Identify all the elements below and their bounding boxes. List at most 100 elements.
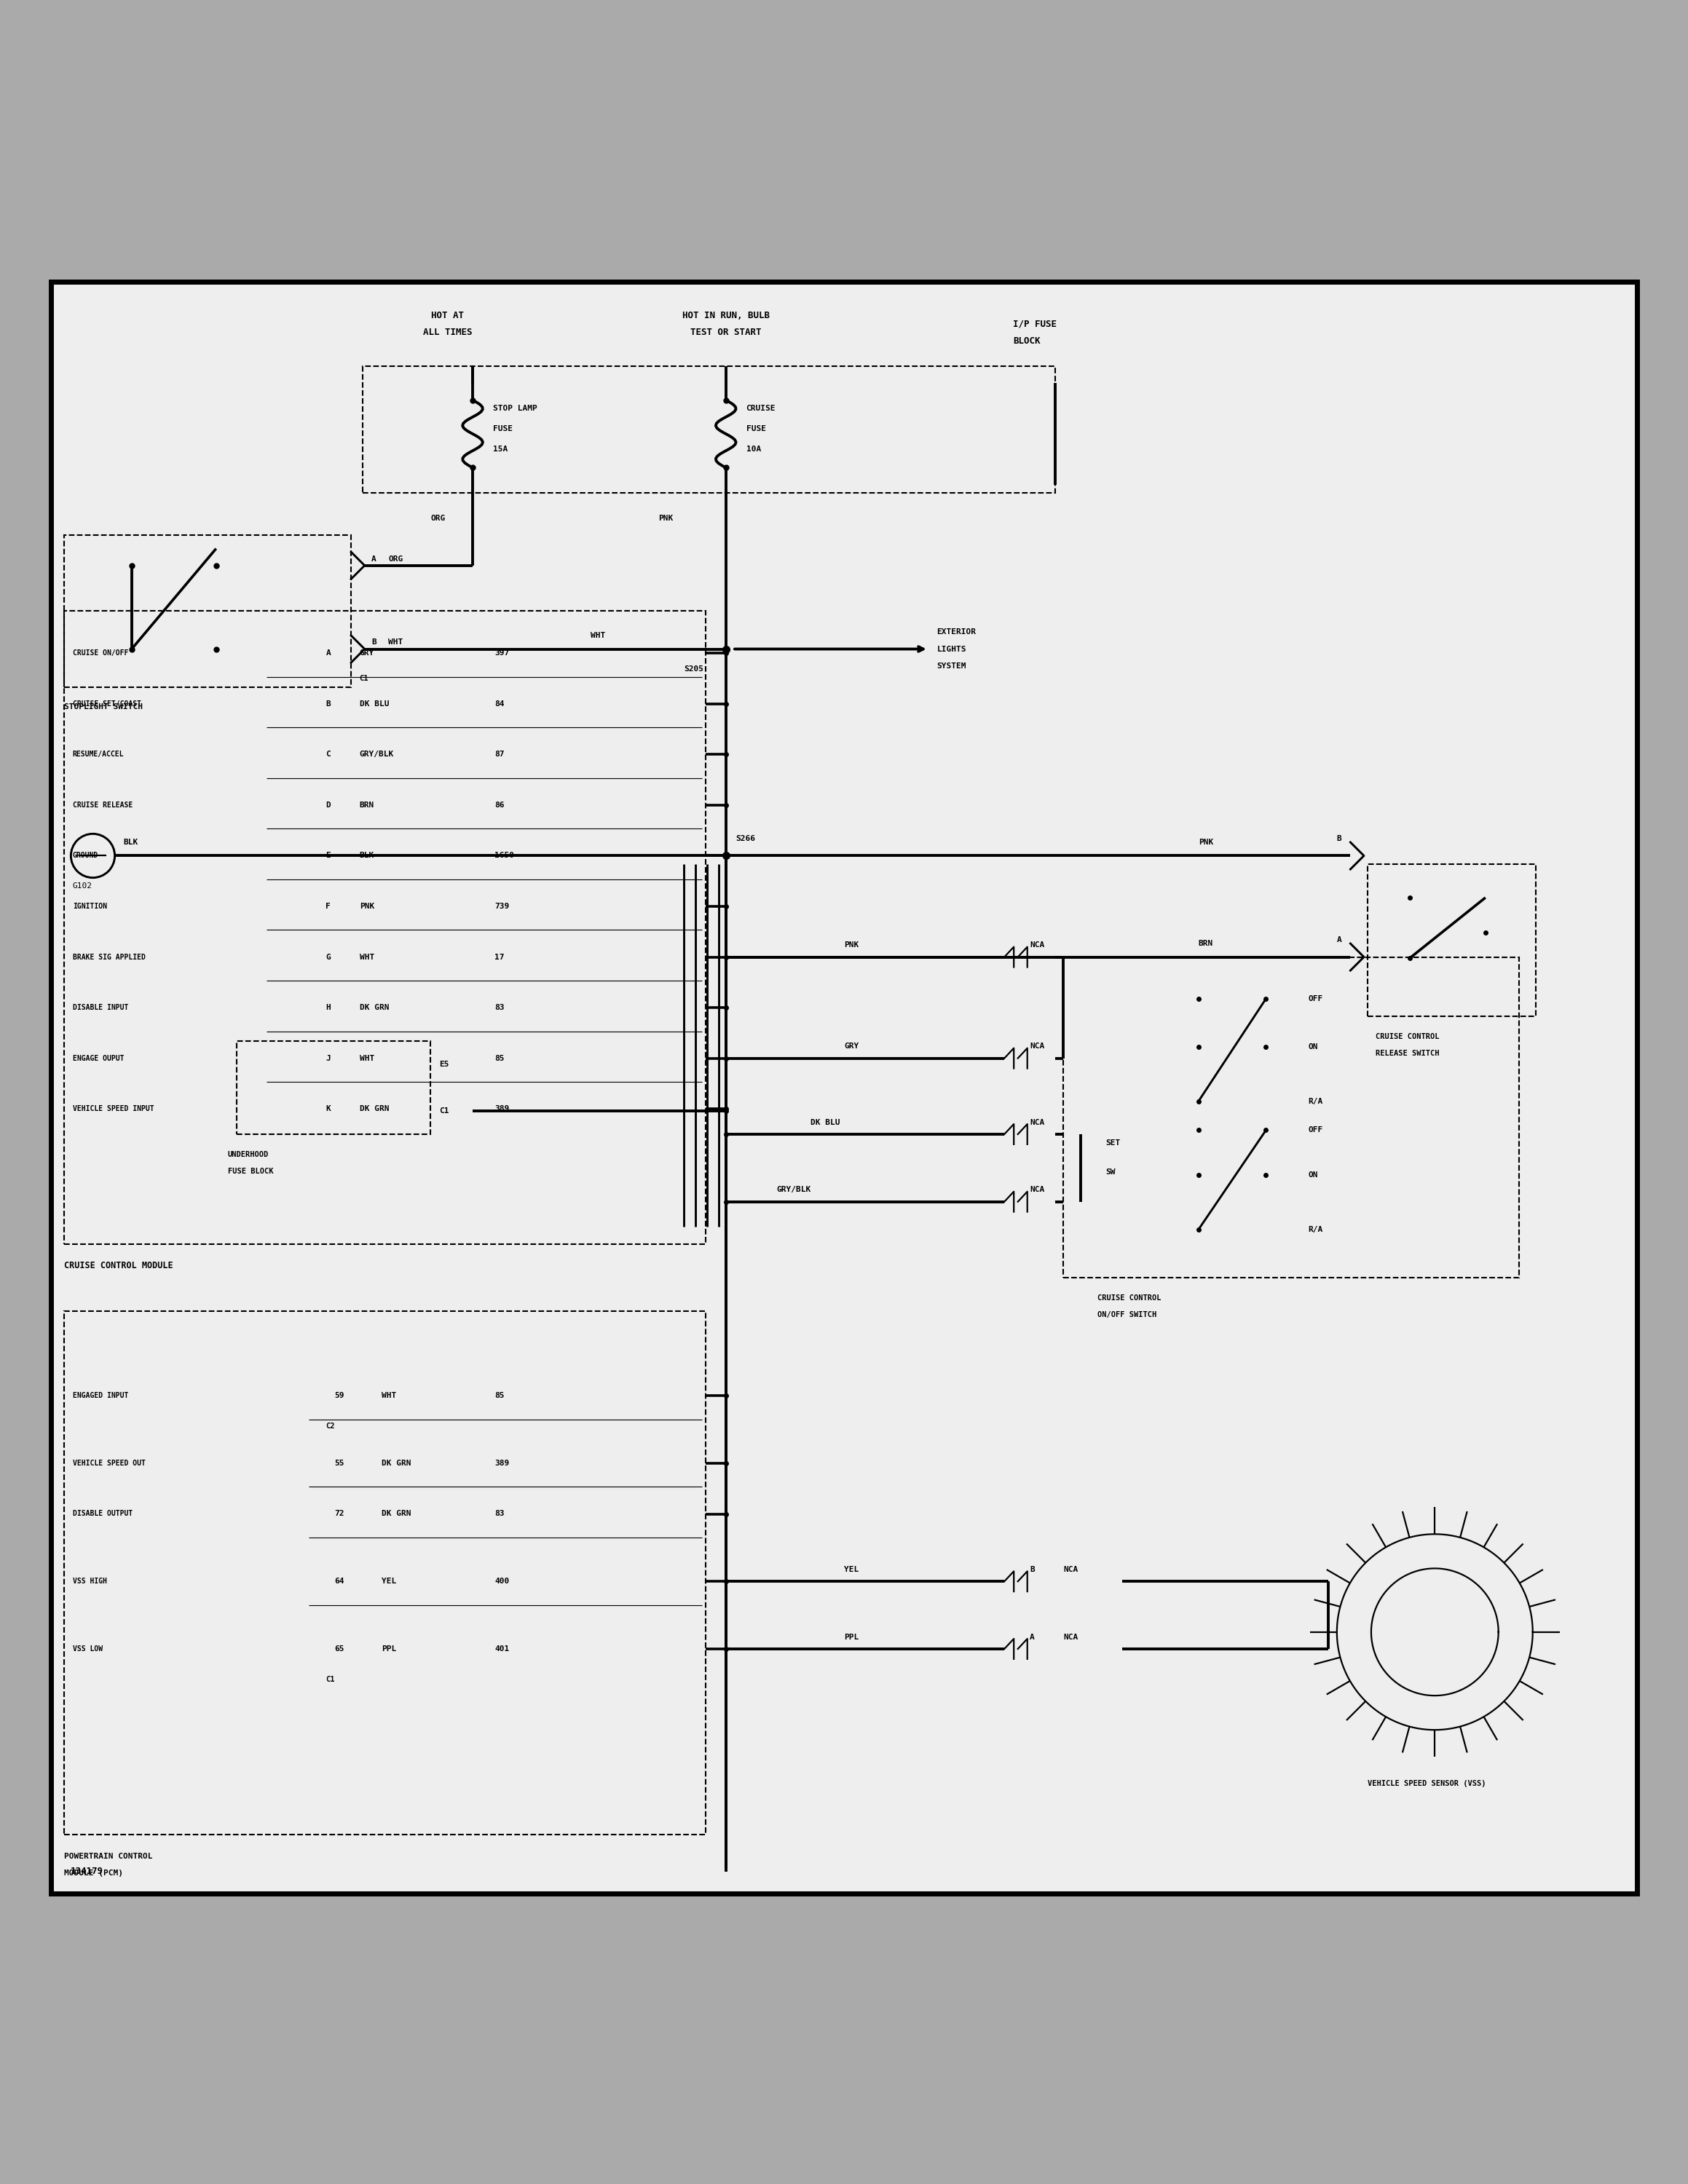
Text: FUSE: FUSE	[746, 426, 766, 432]
Text: 83: 83	[495, 1511, 505, 1518]
Text: HOT AT: HOT AT	[430, 310, 464, 321]
Bar	[363, 367, 1055, 494]
Text: 59: 59	[334, 1391, 344, 1400]
Text: A: A	[371, 555, 376, 563]
Text: RESUME/ACCEL: RESUME/ACCEL	[73, 751, 123, 758]
Bar	[64, 612, 706, 1245]
Text: A: A	[1337, 937, 1342, 943]
Text: H: H	[326, 1005, 331, 1011]
Text: EXTERIOR: EXTERIOR	[937, 629, 976, 636]
Text: ORG: ORG	[388, 555, 403, 563]
Text: ON/OFF SWITCH: ON/OFF SWITCH	[1097, 1310, 1156, 1319]
Text: K: K	[326, 1105, 331, 1112]
Text: VEHICLE SPEED SENSOR (VSS): VEHICLE SPEED SENSOR (VSS)	[1367, 1780, 1485, 1787]
Text: FUSE BLOCK: FUSE BLOCK	[228, 1168, 273, 1175]
Text: J: J	[326, 1055, 331, 1061]
Text: ON: ON	[1308, 1044, 1318, 1051]
Text: NCA: NCA	[1063, 1634, 1079, 1640]
Text: 10A: 10A	[746, 446, 761, 452]
Text: BRAKE SIG APPLIED: BRAKE SIG APPLIED	[73, 954, 145, 961]
Text: C1: C1	[360, 675, 368, 681]
Text: F: F	[326, 902, 331, 911]
Text: ON: ON	[1308, 1171, 1318, 1179]
Text: ENGAGED INPUT: ENGAGED INPUT	[73, 1391, 128, 1400]
Text: 15A: 15A	[493, 446, 508, 452]
Text: CRUISE SET/COAST: CRUISE SET/COAST	[73, 701, 142, 708]
Text: 389: 389	[495, 1105, 510, 1112]
Text: WHT: WHT	[591, 631, 606, 640]
Text: G102: G102	[73, 882, 93, 889]
Text: BLK: BLK	[123, 839, 138, 845]
Text: DISABLE OUTPUT: DISABLE OUTPUT	[73, 1511, 132, 1518]
Text: 86: 86	[495, 802, 505, 808]
Text: BRN: BRN	[1198, 939, 1214, 948]
Text: GRY/BLK: GRY/BLK	[776, 1186, 810, 1192]
Text: DISABLE INPUT: DISABLE INPUT	[73, 1005, 128, 1011]
Text: 65: 65	[334, 1645, 344, 1653]
Text: GROUND: GROUND	[73, 852, 98, 858]
Bar	[64, 535, 351, 688]
Bar	[1063, 957, 1519, 1278]
Text: NCA: NCA	[1030, 941, 1045, 948]
Text: B: B	[326, 701, 331, 708]
Text: VSS HIGH: VSS HIGH	[73, 1577, 106, 1586]
Text: 85: 85	[495, 1055, 505, 1061]
Text: D: D	[326, 802, 331, 808]
Text: PPL: PPL	[381, 1645, 397, 1653]
Text: PNK: PNK	[360, 902, 375, 911]
Text: R/A: R/A	[1308, 1099, 1323, 1105]
Text: 87: 87	[495, 751, 505, 758]
Text: I/P FUSE: I/P FUSE	[1013, 319, 1057, 330]
Text: STOPLIGHT SWITCH: STOPLIGHT SWITCH	[64, 703, 143, 710]
Text: OFF: OFF	[1308, 996, 1323, 1002]
Text: CRUISE CONTROL MODULE: CRUISE CONTROL MODULE	[64, 1260, 174, 1271]
Text: CRUISE CONTROL: CRUISE CONTROL	[1376, 1033, 1440, 1040]
Text: S266: S266	[736, 834, 756, 843]
Text: OFF: OFF	[1308, 1127, 1323, 1133]
Text: POWERTRAIN CONTROL: POWERTRAIN CONTROL	[64, 1852, 152, 1861]
Text: 64: 64	[334, 1577, 344, 1586]
Text: GRY: GRY	[360, 649, 375, 657]
Text: MODULE (PCM): MODULE (PCM)	[64, 1870, 123, 1876]
Text: TEST OR START: TEST OR START	[690, 328, 761, 336]
Text: C: C	[326, 751, 331, 758]
Text: VEHICLE SPEED INPUT: VEHICLE SPEED INPUT	[73, 1105, 154, 1112]
Text: PNK: PNK	[844, 941, 859, 948]
Text: 400: 400	[495, 1577, 510, 1586]
Text: NCA: NCA	[1030, 1118, 1045, 1127]
Text: DK BLU: DK BLU	[360, 701, 388, 708]
Text: 17: 17	[495, 954, 505, 961]
Text: PNK: PNK	[1198, 839, 1214, 845]
Text: B: B	[371, 638, 376, 646]
Text: 1650: 1650	[495, 852, 515, 858]
Text: 83: 83	[495, 1005, 505, 1011]
Text: C1: C1	[326, 1675, 334, 1684]
Text: C2: C2	[326, 1422, 334, 1431]
Text: YEL: YEL	[844, 1566, 859, 1572]
Text: ENGAGE OUPUT: ENGAGE OUPUT	[73, 1055, 123, 1061]
Text: C1: C1	[439, 1107, 449, 1114]
Text: PPL: PPL	[844, 1634, 859, 1640]
Text: B: B	[1030, 1566, 1035, 1572]
Text: 401: 401	[495, 1645, 510, 1653]
Text: SW: SW	[1106, 1168, 1116, 1175]
Text: SET: SET	[1106, 1140, 1121, 1147]
Bar	[64, 1310, 706, 1835]
Text: RELEASE SWITCH: RELEASE SWITCH	[1376, 1051, 1440, 1057]
Bar	[236, 1042, 430, 1133]
Text: BRN: BRN	[360, 802, 375, 808]
Text: NCA: NCA	[1063, 1566, 1079, 1572]
Text: GRY: GRY	[844, 1042, 859, 1051]
Text: WHT: WHT	[360, 1055, 375, 1061]
Text: CRUISE ON/OFF: CRUISE ON/OFF	[73, 649, 128, 657]
Text: WHT: WHT	[381, 1391, 397, 1400]
Text: BLOCK: BLOCK	[1013, 336, 1040, 345]
Text: 134179: 134179	[71, 1867, 103, 1876]
Text: ORG: ORG	[430, 515, 446, 522]
Text: GRY/BLK: GRY/BLK	[360, 751, 393, 758]
Text: CRUISE RELEASE: CRUISE RELEASE	[73, 802, 132, 808]
Text: WHT: WHT	[388, 638, 403, 646]
Text: A: A	[1030, 1634, 1035, 1640]
Text: 389: 389	[495, 1459, 510, 1468]
Text: R/A: R/A	[1308, 1225, 1323, 1234]
